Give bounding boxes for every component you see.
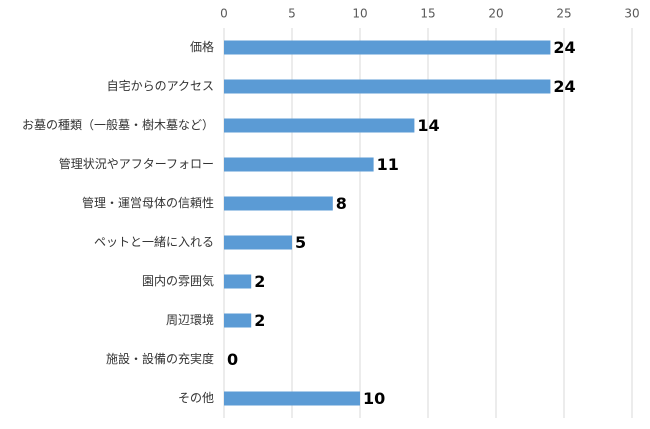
bar <box>224 196 333 211</box>
x-tick-label: 10 <box>352 7 367 21</box>
x-tick-label: 20 <box>488 7 503 21</box>
data-label: 2 <box>254 272 265 291</box>
bar <box>224 157 374 172</box>
x-tick-label: 25 <box>556 7 571 21</box>
y-tick-label: 園内の雰囲気 <box>142 273 214 288</box>
data-label: 10 <box>363 389 385 408</box>
data-label: 24 <box>553 38 575 57</box>
data-label: 11 <box>377 155 399 174</box>
y-tick-label: 周辺環境 <box>166 312 214 327</box>
data-label: 5 <box>295 233 306 252</box>
data-label: 0 <box>227 350 238 369</box>
bar <box>224 313 252 328</box>
data-label: 8 <box>336 194 347 213</box>
data-label: 2 <box>254 311 265 330</box>
bar <box>224 235 292 250</box>
bar <box>224 118 415 133</box>
y-tick-label: 自宅からのアクセス <box>107 78 214 93</box>
bar <box>224 391 360 406</box>
x-tick-label: 15 <box>420 7 435 21</box>
data-label: 14 <box>417 116 439 135</box>
bar <box>224 79 551 94</box>
data-label: 24 <box>553 77 575 96</box>
x-tick-label: 5 <box>288 7 296 21</box>
y-tick-label: 管理・運営母体の信頼性 <box>82 195 214 210</box>
y-tick-label: その他 <box>178 391 214 405</box>
y-tick-label: 価格 <box>190 39 214 54</box>
bar <box>224 40 551 55</box>
y-tick-label: 管理状況やアフターフォロー <box>59 156 214 171</box>
y-tick-label: ペットと一緒に入れる <box>94 234 214 249</box>
x-tick-label: 0 <box>220 7 228 21</box>
bar <box>224 274 252 289</box>
x-tick-label: 30 <box>624 7 639 21</box>
y-tick-label: お墓の種類（一般墓・樹木墓など） <box>22 117 214 132</box>
y-tick-label: 施設・設備の充実度 <box>106 351 214 366</box>
